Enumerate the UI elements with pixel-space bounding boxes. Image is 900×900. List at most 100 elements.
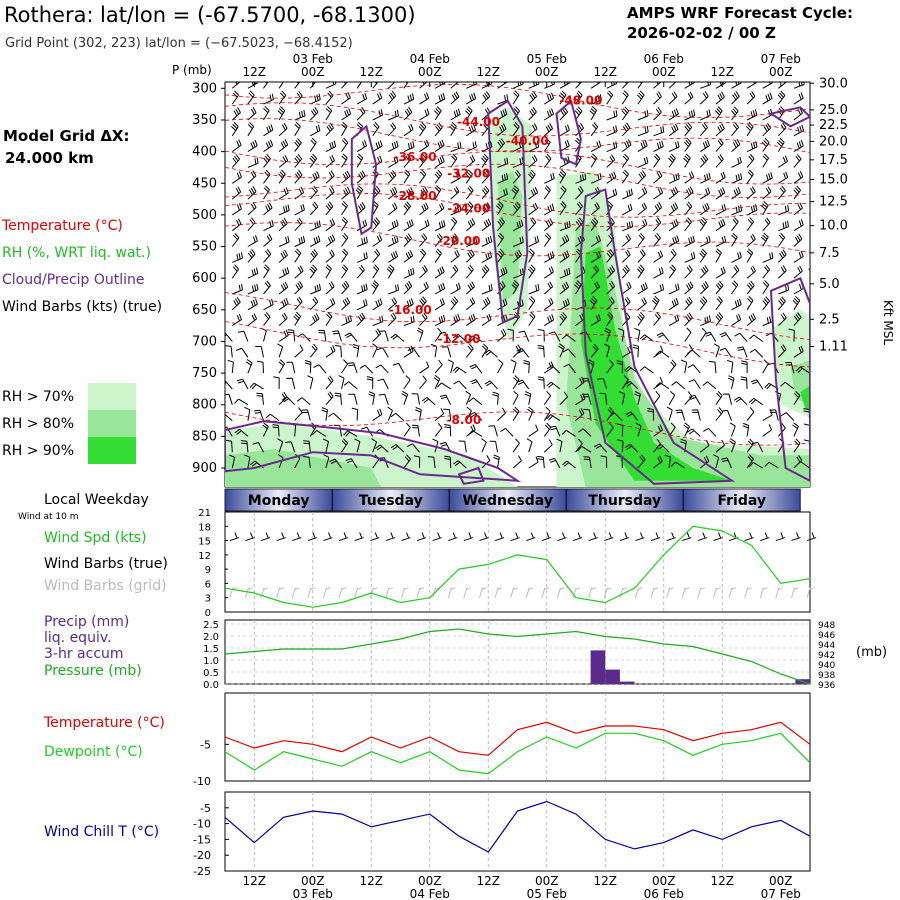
wind-barb xyxy=(543,406,551,421)
wind-barb xyxy=(512,236,524,247)
top-date-label: 03 Feb xyxy=(293,52,333,66)
wind-barb xyxy=(488,425,498,437)
wind-barb xyxy=(590,234,601,247)
wind-barb xyxy=(621,249,631,263)
wind-barb xyxy=(575,438,583,453)
wind-barb xyxy=(748,461,763,469)
wind-barb xyxy=(277,106,286,121)
wind-barb xyxy=(411,424,420,437)
wind-barb xyxy=(419,202,429,216)
wind-barb xyxy=(544,251,555,263)
wind-barb xyxy=(793,345,804,358)
wind-barb xyxy=(512,249,522,263)
surface-barb-grid xyxy=(541,587,550,598)
wind-barb xyxy=(606,311,614,326)
wind-barb xyxy=(762,217,771,232)
surface-barb xyxy=(354,532,364,542)
wind-barb xyxy=(543,232,552,247)
wind-barb xyxy=(809,197,810,200)
wind-barb xyxy=(356,264,365,279)
wind-barb xyxy=(668,123,679,137)
wind-barb xyxy=(762,252,774,263)
wind-barb xyxy=(465,297,476,311)
top-hour-label: 00Z xyxy=(535,65,559,79)
wind-barb xyxy=(325,170,335,184)
temperature-tick: -10 xyxy=(193,775,211,788)
wind-barb xyxy=(746,186,756,200)
isotherm-line xyxy=(225,192,810,228)
wind-barb xyxy=(528,311,536,326)
wind-barb xyxy=(668,359,677,374)
wind-barb xyxy=(637,82,644,89)
wind-barb xyxy=(465,406,472,421)
wind-barb xyxy=(247,139,258,153)
wind-barb xyxy=(621,82,630,89)
wind-barb xyxy=(715,171,726,184)
wind-barb xyxy=(341,137,349,152)
wind-barb xyxy=(344,332,358,342)
surface-barb xyxy=(619,532,630,542)
wind-barb xyxy=(232,139,242,153)
wind-barb xyxy=(229,454,236,469)
wind-barb xyxy=(664,454,671,469)
wind-barb xyxy=(433,374,441,390)
wind-barb xyxy=(387,90,397,105)
wind-barb xyxy=(434,314,446,327)
wind-barb xyxy=(590,281,600,295)
bottom-hour-label: 00Z xyxy=(652,874,676,888)
wind-barb xyxy=(606,82,618,89)
wind-barb xyxy=(746,265,756,279)
temperature-line xyxy=(224,721,811,756)
wind-barb xyxy=(538,329,545,342)
wind-barb xyxy=(653,345,664,358)
wind-barb xyxy=(263,93,274,105)
surface-barb xyxy=(697,532,708,542)
weekday-cell xyxy=(682,488,801,512)
wind-barb xyxy=(387,312,397,326)
surface-barb-grid xyxy=(744,587,752,598)
wind-barb xyxy=(561,334,576,342)
wind-barb xyxy=(699,296,708,311)
wind-barb xyxy=(411,393,420,405)
wind-barb xyxy=(294,296,303,311)
bottom-hour-label: 00Z xyxy=(769,874,793,888)
pressure-tick-label: 500 xyxy=(192,208,217,223)
wind-barb xyxy=(589,295,598,311)
wind-barb xyxy=(247,298,258,311)
surface-barb-grid xyxy=(728,587,737,598)
wind-barb xyxy=(528,91,538,105)
surface-barb-grid xyxy=(385,587,394,598)
wind-barb xyxy=(622,188,633,200)
wind-barb xyxy=(372,343,378,358)
pressure-tick-label: 300 xyxy=(192,81,217,96)
surface-barb-grid xyxy=(307,587,316,598)
wind-barb xyxy=(653,283,665,295)
wind-barb xyxy=(715,248,722,263)
wind-barb xyxy=(286,361,296,374)
wind-barb xyxy=(247,267,259,279)
wind-barb xyxy=(543,390,552,405)
wind-barb xyxy=(731,251,742,263)
wind-barb xyxy=(543,185,551,200)
wind-barb xyxy=(637,282,648,295)
wind-barb xyxy=(278,204,290,216)
wind-barb xyxy=(512,406,520,421)
wind-barb xyxy=(390,412,405,421)
wind-barb xyxy=(403,201,411,216)
wind-barb xyxy=(309,82,317,89)
wind-barb xyxy=(780,412,795,421)
wind-barb xyxy=(231,82,241,89)
pressure-tick: 942 xyxy=(818,651,835,661)
wind-barb xyxy=(777,90,786,105)
wind-barb xyxy=(247,313,258,326)
wind-barb xyxy=(559,281,570,295)
surface-barb-grid xyxy=(603,587,612,598)
wind-barb xyxy=(703,427,717,437)
wind-barb xyxy=(256,392,264,405)
forecast-cycle-value: 2026-02-02 / 00 Z xyxy=(627,24,776,42)
surface-barb xyxy=(479,532,489,542)
wind-barb xyxy=(434,93,446,105)
wind-barb xyxy=(683,422,690,437)
wind-barb xyxy=(356,82,362,89)
surface-barb xyxy=(416,532,427,542)
